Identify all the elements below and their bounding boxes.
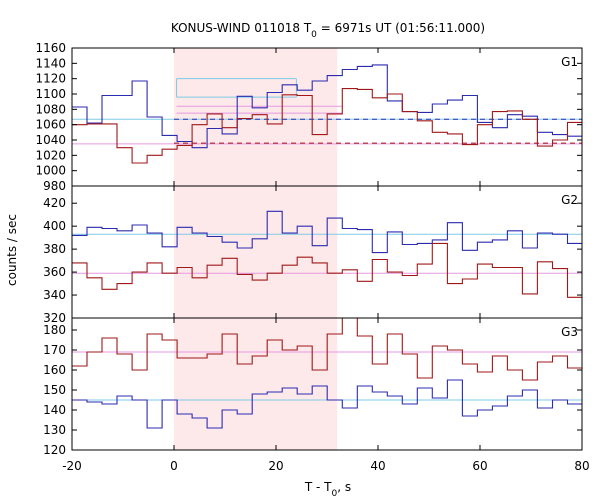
x-axis-label: T - T0, s <box>304 480 351 499</box>
g2-panel-label: G2 <box>561 193 578 207</box>
xtick-label: 60 <box>472 459 487 473</box>
g1-ytick-label: 1060 <box>35 118 66 132</box>
g1-red-lightcurve <box>72 88 582 164</box>
g2-red-lightcurve <box>72 242 582 298</box>
g3-ytick-label: 140 <box>43 403 66 417</box>
g3-panel-label: G3 <box>561 325 578 339</box>
g3-ytick-label: 130 <box>43 423 66 437</box>
g2-ytick-label: 400 <box>43 219 66 233</box>
xtick-label: -20 <box>62 459 82 473</box>
xtick-label: 20 <box>268 459 283 473</box>
g1-ytick-label: 1040 <box>35 133 66 147</box>
y-axis-label: counts / sec <box>5 214 19 286</box>
xtick-label: 40 <box>370 459 385 473</box>
g3-ytick-label: 120 <box>43 443 66 457</box>
g3-ytick-label: 180 <box>43 323 66 337</box>
g1-ytick-label: 1080 <box>35 102 66 116</box>
xtick-label: 80 <box>574 459 589 473</box>
g1-ytick-label: 1140 <box>35 56 66 70</box>
g3-frame <box>71 317 583 451</box>
g1-blue-lightcurve <box>72 64 582 149</box>
g1-ytick-label: 980 <box>43 179 66 193</box>
g1-panel-label: G1 <box>561 55 578 69</box>
g1-ytick-label: 1000 <box>35 164 66 178</box>
xtick-label: 0 <box>170 459 178 473</box>
g2-blue-lightcurve <box>72 210 582 254</box>
g1-ytick-label: 1020 <box>35 148 66 162</box>
g2-ytick-label: 340 <box>43 288 66 302</box>
series-layer <box>72 64 582 429</box>
g3-blue-lightcurve <box>72 379 582 429</box>
g2-ytick-label: 420 <box>43 196 66 210</box>
g2-ytick-label: 320 <box>43 311 66 325</box>
g3-ytick-label: 160 <box>43 363 66 377</box>
g1-ytick-label: 1160 <box>35 41 66 55</box>
g1-ytick-label: 1120 <box>35 72 66 86</box>
chart-title: KONUS-WIND 011018 T0 = 6971s UT (01:56:1… <box>171 21 485 40</box>
g1-ytick-label: 1100 <box>35 87 66 101</box>
g2-ytick-label: 380 <box>43 242 66 256</box>
g3-ytick-label: 150 <box>43 383 66 397</box>
g3-ytick-label: 170 <box>43 343 66 357</box>
g3-red-lightcurve <box>72 317 582 381</box>
g2-ytick-label: 360 <box>43 265 66 279</box>
